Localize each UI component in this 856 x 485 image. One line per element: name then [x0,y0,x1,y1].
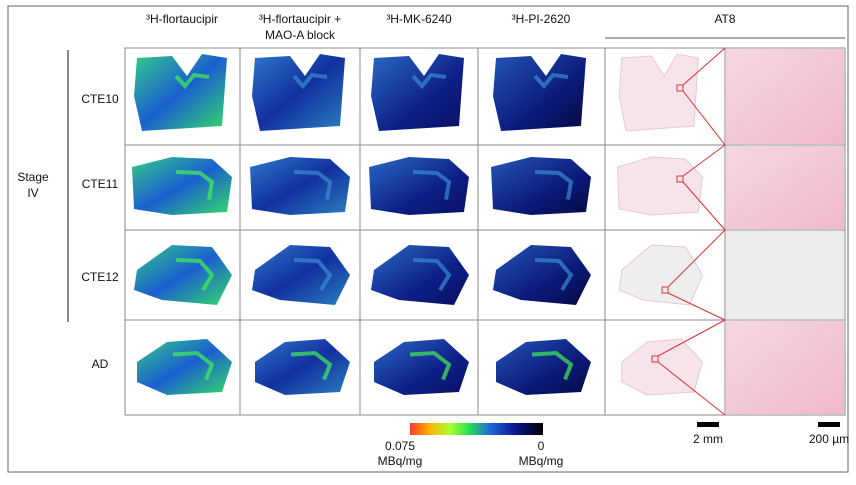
colorbar-label: 0 [538,439,545,453]
tissue-image [371,54,464,131]
zoom-line [668,293,725,320]
at8-section [619,54,698,131]
at8-section [619,245,702,305]
colorbar-label: 0.075 [385,439,415,453]
tissue-image [493,54,586,131]
column-header: ³H-flortaucipir [146,12,218,26]
group-label: Stage IV [17,170,49,200]
column-header: ³H-PI-2620 [512,12,571,26]
column-header-part: MAO-A block [265,28,336,42]
row-label: CTE10 [81,92,119,106]
tissue-image [374,339,469,395]
row-label: AD [92,357,109,371]
tissue-image [137,339,232,395]
figure: ³H-flortaucipir ³H-flortaucipir + MAO-A b… [0,0,856,480]
column-header: AT8 [714,12,735,26]
column-header: ³H-MK-6240 [386,12,452,26]
at8-section [622,339,703,395]
scale-label: 200 µm [809,432,849,446]
row-label: CTE12 [81,270,119,284]
column-header-part: ³H-flortaucipir + [259,12,341,26]
zoom-line [683,145,725,176]
row-label: CTE11 [82,177,119,191]
scale-label: 2 mm [693,432,723,446]
colorbar-unit: MBq/mg [378,454,423,468]
scale-bar [818,422,840,427]
tissue-image [134,245,232,305]
tissue-image [371,245,469,305]
colorbar [410,423,543,435]
tissue-image [132,157,232,215]
at8-section [618,157,703,215]
tissue-image [491,157,591,215]
zoom-image [726,231,844,319]
tissue-image [496,339,591,395]
tissue-image [369,157,469,215]
column-header: ³H-flortaucipir + MAO-A block [259,12,341,42]
zoom-image [726,49,844,144]
tissue-image [250,157,350,215]
group-label-part: Stage [17,170,49,184]
colorbar-unit: MBq/mg [519,454,564,468]
zoom-image [726,321,844,414]
scale-bar [697,422,719,427]
tissue-image [252,54,345,131]
group-label-part: IV [27,186,38,200]
tissue-image [134,54,227,131]
tissue-image [493,245,591,305]
zoom-image [726,146,844,229]
tissue-image [252,245,350,305]
tissue-image [255,339,350,395]
page: ³H-flortaucipir ³H-flortaucipir + MAO-A b… [0,0,856,485]
